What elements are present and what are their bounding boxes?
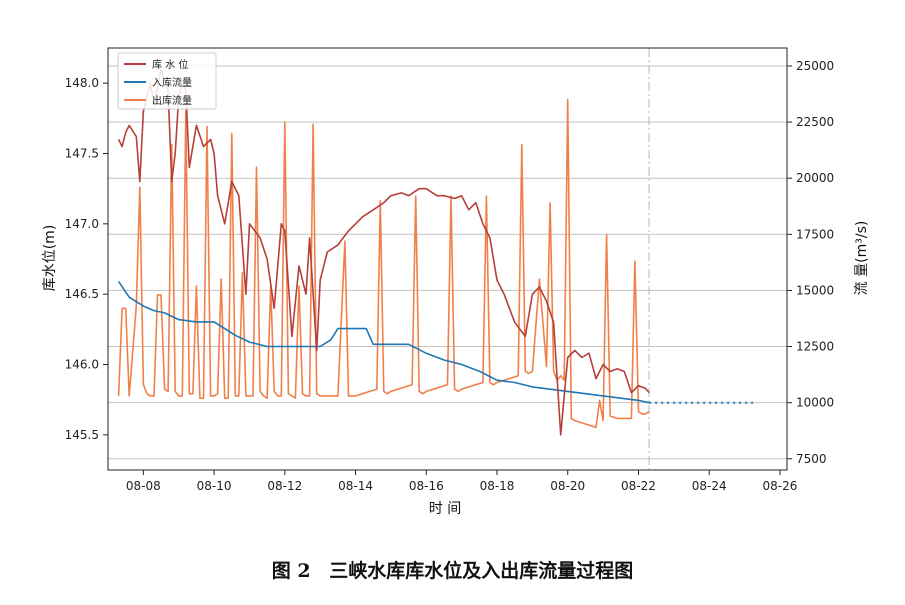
plot-frame bbox=[107, 47, 788, 471]
right-tick-label: 15000 bbox=[796, 283, 834, 297]
x-tick-label: 08-12 bbox=[267, 479, 302, 493]
series-layer bbox=[117, 68, 756, 436]
right-tick-label: 7500 bbox=[796, 452, 827, 466]
left-tick-label: 146.0 bbox=[65, 358, 99, 372]
x-tick-label: 08-22 bbox=[621, 479, 656, 493]
series-line-outflow bbox=[117, 98, 650, 429]
right-tick-label: 25000 bbox=[796, 59, 834, 73]
x-axis-ticks: 08-08 08-10 08-12 08-14 08-16 08-18 08-20 08-22… bbox=[126, 470, 797, 493]
legend-box bbox=[117, 52, 217, 110]
legend-label-level: 库 水 位 bbox=[152, 58, 188, 71]
right-tick-label: 22500 bbox=[796, 115, 834, 129]
x-tick-label: 08-14 bbox=[338, 479, 373, 493]
left-axis-ticks: 148.0 147.5 147.0 146.5 146.0 145.5 bbox=[65, 76, 108, 442]
figure-number: 图 2 bbox=[271, 560, 311, 582]
right-tick-label: 12500 bbox=[796, 340, 834, 354]
chart: 148.0 147.5 147.0 146.5 146.0 145.5 25000 2250… bbox=[42, 47, 870, 517]
right-axis-ticks: 25000 22500 20000 17500 15000 12500 10000 7500 bbox=[787, 59, 834, 466]
legend-label-inflow: 入库流量 bbox=[152, 76, 192, 89]
x-tick-label: 08-26 bbox=[762, 479, 797, 493]
right-tick-label: 20000 bbox=[796, 171, 834, 185]
left-axis-label: 库水位(m) bbox=[42, 225, 58, 292]
left-tick-label: 148.0 bbox=[65, 76, 99, 90]
right-tick-label: 17500 bbox=[796, 227, 834, 241]
left-tick-label: 146.5 bbox=[65, 287, 99, 301]
right-tick-label: 10000 bbox=[796, 396, 834, 410]
x-tick-label: 08-24 bbox=[692, 479, 727, 493]
series-line-level bbox=[117, 68, 650, 436]
x-tick-label: 08-10 bbox=[197, 479, 232, 493]
grid-lines bbox=[108, 65, 787, 460]
figure-caption: 图 2 三峡水库库水位及入出库流量过程图 bbox=[0, 556, 905, 583]
legend: 库 水 位 入库流量 出库流量 bbox=[117, 52, 217, 110]
x-tick-label: 08-16 bbox=[409, 479, 444, 493]
legend-label-outflow: 出库流量 bbox=[152, 94, 192, 107]
left-tick-label: 145.5 bbox=[65, 428, 99, 442]
figure-title: 三峡水库库水位及入出库流量过程图 bbox=[329, 560, 634, 582]
series-line-inflow bbox=[117, 280, 650, 404]
x-tick-label: 08-18 bbox=[480, 479, 515, 493]
left-tick-label: 147.5 bbox=[65, 147, 99, 161]
x-tick-label: 08-08 bbox=[126, 479, 161, 493]
x-tick-label: 08-20 bbox=[550, 479, 585, 493]
left-tick-label: 147.0 bbox=[65, 217, 99, 231]
right-axis-label: 流 量(m³/s) bbox=[854, 221, 870, 296]
x-axis-label: 时 间 bbox=[429, 501, 461, 517]
